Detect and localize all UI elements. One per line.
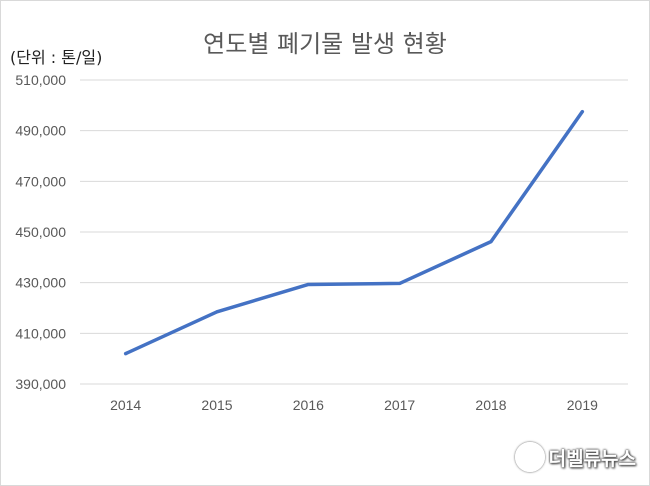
data-point — [215, 310, 219, 314]
data-point — [124, 352, 128, 356]
series-line — [123, 109, 585, 356]
y-tick-label: 430,000 — [15, 275, 66, 291]
x-tick-label: 2014 — [110, 397, 141, 413]
chart-title: 연도별 폐기물 발생 현황 — [203, 30, 447, 58]
x-tick-label: 2018 — [475, 397, 506, 413]
unit-label: (단위 : 톤/일) — [10, 48, 103, 67]
y-tick-label: 490,000 — [15, 123, 66, 139]
series-layer — [123, 109, 585, 356]
x-axis-ticks: 2014 2015 2016 2017 2018 2019 — [110, 397, 598, 413]
wave-logo-icon — [514, 442, 545, 472]
y-tick-label: 410,000 — [15, 325, 66, 341]
x-tick-label: 2017 — [384, 397, 415, 413]
y-tick-label: 390,000 — [15, 376, 66, 392]
data-point — [580, 110, 584, 114]
y-tick-label: 470,000 — [15, 173, 66, 189]
x-tick-label: 2019 — [567, 397, 598, 413]
x-tick-label: 2016 — [293, 397, 324, 413]
data-point — [306, 282, 310, 286]
data-point — [398, 281, 402, 285]
data-point — [489, 240, 493, 244]
x-tick-label: 2015 — [201, 397, 232, 413]
y-tick-label: 510,000 — [15, 72, 66, 88]
watermark: 더벨류뉴스 — [514, 442, 636, 472]
y-axis-ticks: 390,000 410,000 430,000 450,000 470,000 490,0… — [15, 72, 66, 392]
watermark-text: 더벨류뉴스 — [548, 447, 636, 470]
y-tick-label: 450,000 — [15, 224, 66, 240]
